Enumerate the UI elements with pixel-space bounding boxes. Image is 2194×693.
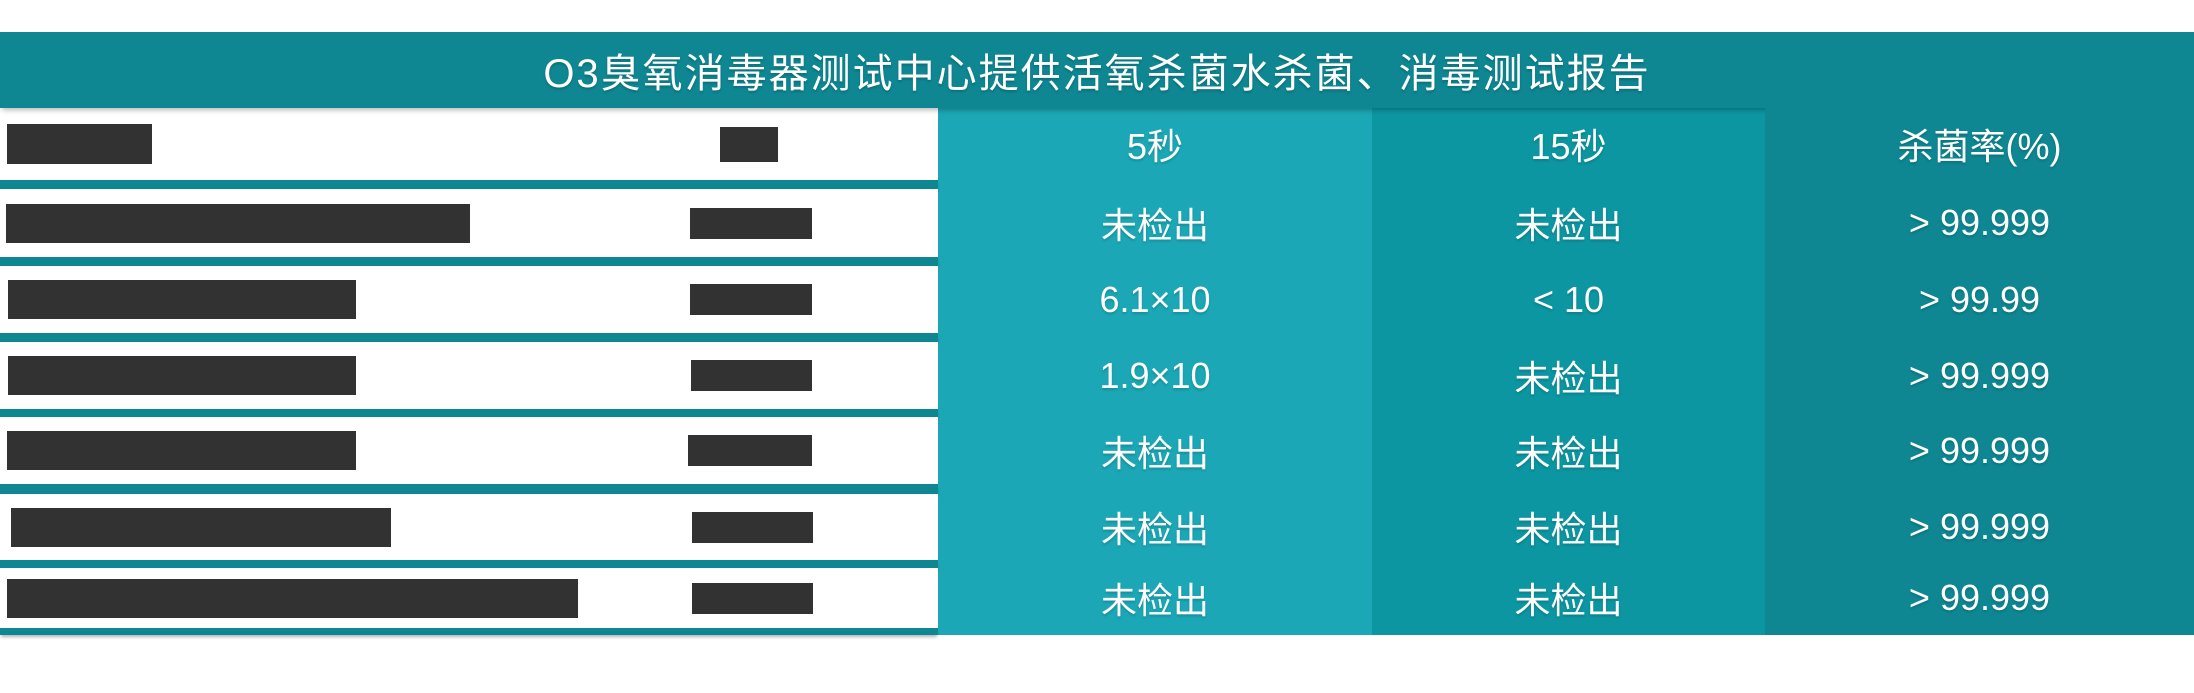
row-separator — [0, 257, 938, 266]
redacted-text-bar — [690, 284, 812, 315]
row-separator — [0, 409, 938, 417]
row-separator — [0, 560, 938, 568]
table-row-left — [0, 568, 938, 628]
redacted-text-bar — [720, 127, 778, 162]
redacted-text-bar — [690, 208, 812, 239]
redacted-text-bar — [692, 512, 813, 543]
data-cell: < 10 — [1532, 278, 1605, 320]
table-row-left — [0, 417, 938, 484]
table-bottom-border — [0, 628, 938, 635]
column-header-cell: 15秒 — [1530, 126, 1607, 167]
table-row-left — [0, 266, 938, 333]
data-cell: > 99.999 — [1908, 577, 2051, 618]
column-15s-background — [1372, 108, 1765, 635]
row-separator — [0, 333, 938, 342]
column-header-cell: 5秒 — [1126, 126, 1184, 167]
row-separator — [0, 484, 938, 494]
redacted-text-bar — [7, 124, 152, 164]
title-bar: O3臭氧消毒器测试中心提供活氧杀菌水杀菌、消毒测试报告 — [0, 32, 2194, 108]
redacted-text-bar — [11, 508, 391, 547]
data-cell: 未检出 — [1514, 432, 1623, 474]
redacted-text-bar — [688, 435, 812, 466]
data-cell: 未检出 — [1514, 580, 1623, 621]
data-cell: 未检出 — [1100, 432, 1209, 474]
redacted-text-bar — [7, 431, 356, 470]
column-header-cell: 杀菌率(%) — [1897, 126, 2062, 167]
table-row-left — [0, 342, 938, 409]
data-cell: > 99.999 — [1908, 202, 2051, 243]
table-row-left — [0, 189, 938, 257]
redacted-text-bar — [6, 204, 470, 243]
redacted-text-bar — [7, 579, 578, 618]
table-row-left — [0, 494, 938, 560]
redacted-text-bar — [692, 583, 813, 614]
data-cell: 未检出 — [1514, 205, 1623, 246]
redacted-text-bar — [8, 280, 356, 319]
data-cell: 6.1×10 — [1099, 278, 1211, 320]
left-panel-redacted-section — [0, 108, 938, 635]
data-cell: > 99.999 — [1908, 354, 2051, 396]
row-separator — [0, 180, 938, 189]
report-title: O3臭氧消毒器测试中心提供活氧杀菌水杀菌、消毒测试报告 — [543, 52, 1651, 96]
data-cell: 未检出 — [1100, 580, 1209, 621]
data-cell: 未检出 — [1514, 357, 1623, 399]
header-row-left — [0, 108, 938, 180]
redacted-text-bar — [8, 356, 356, 395]
data-cell: 未检出 — [1100, 205, 1209, 246]
column-5s-background — [938, 108, 1372, 635]
data-cell: 未检出 — [1100, 509, 1209, 550]
data-cell: 1.9×10 — [1099, 354, 1211, 396]
data-cell: > 99.999 — [1908, 429, 2051, 471]
redacted-text-bar — [691, 360, 812, 391]
column-rate-background — [1765, 108, 2194, 635]
data-cell: 未检出 — [1514, 509, 1623, 550]
data-cell: > 99.99 — [1918, 278, 2041, 320]
data-cell: > 99.999 — [1908, 506, 2051, 547]
